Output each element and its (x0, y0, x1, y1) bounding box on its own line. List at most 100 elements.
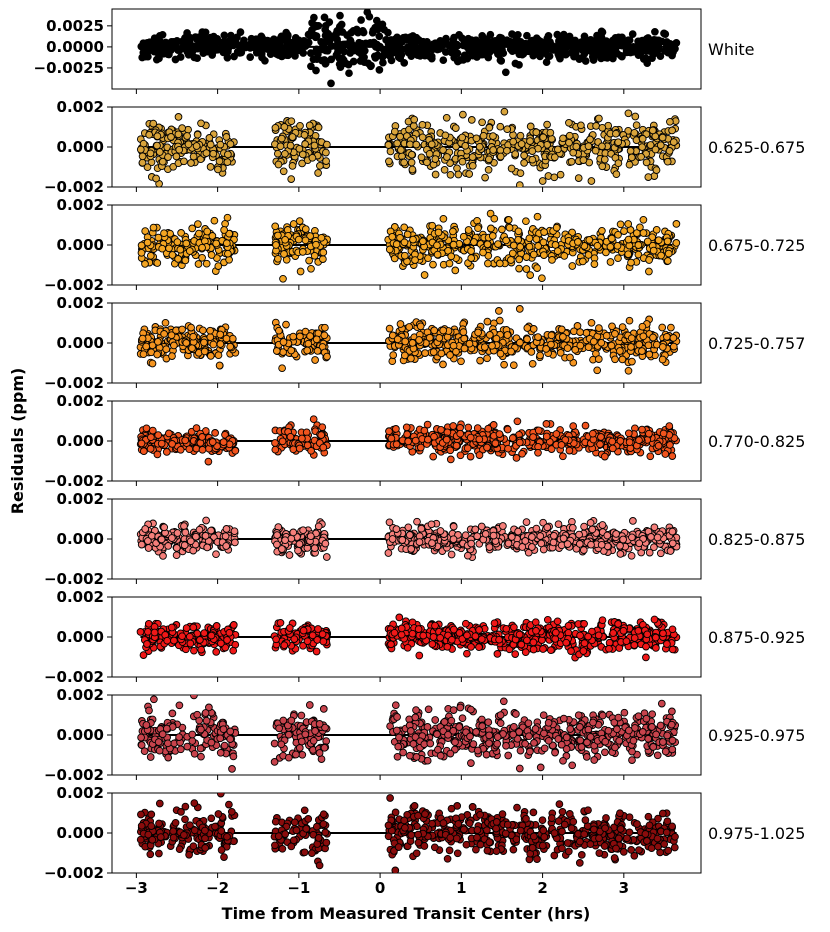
data-point (310, 544, 319, 553)
data-point (299, 526, 307, 535)
data-point (653, 533, 662, 542)
data-point (286, 141, 295, 150)
data-point (505, 223, 514, 232)
data-point (307, 446, 315, 455)
data-point (403, 230, 412, 239)
data-point (645, 548, 654, 557)
data-point (419, 237, 427, 246)
data-point (300, 131, 309, 139)
data-point (665, 147, 674, 155)
data-point (201, 531, 210, 540)
data-point (309, 415, 318, 424)
data-point (496, 152, 505, 161)
data-point (518, 449, 526, 458)
data-point (192, 424, 201, 432)
data-point (172, 544, 181, 552)
data-point (563, 344, 572, 353)
data-point (298, 248, 307, 256)
data-point (148, 531, 156, 540)
data-point (523, 335, 531, 344)
data-point (225, 229, 234, 238)
data-point (410, 115, 419, 124)
data-point (664, 249, 673, 258)
data-point (592, 122, 600, 130)
data-point (405, 531, 414, 539)
data-point (611, 355, 619, 364)
data-point (231, 538, 239, 547)
data-point (289, 528, 298, 537)
data-point (528, 543, 536, 551)
data-point (278, 364, 286, 373)
data-point (375, 66, 384, 74)
data-point (289, 220, 298, 228)
data-point (371, 43, 380, 51)
data-point (494, 240, 502, 248)
data-point (206, 326, 214, 335)
data-point (559, 333, 567, 341)
data-point (425, 333, 434, 342)
data-point (475, 142, 484, 151)
data-point (453, 164, 461, 173)
data-point (471, 44, 480, 52)
data-point (311, 21, 320, 30)
data-point (301, 236, 310, 245)
data-point (365, 12, 374, 21)
data-point (547, 445, 556, 453)
data-point (483, 443, 491, 452)
scatter-series (137, 209, 681, 283)
data-point (571, 345, 580, 354)
data-point (215, 157, 224, 166)
data-point (393, 335, 402, 344)
data-point (434, 228, 443, 237)
data-point (663, 257, 672, 265)
data-point (476, 356, 484, 365)
data-point (598, 142, 606, 151)
data-point (506, 37, 514, 46)
data-point (396, 320, 405, 328)
data-point (471, 525, 480, 534)
data-point (557, 325, 566, 334)
data-point (495, 430, 504, 438)
data-point (271, 222, 280, 231)
data-point (627, 343, 635, 351)
data-point (647, 533, 655, 541)
data-point (579, 156, 588, 164)
data-point (193, 44, 202, 53)
data-point (226, 140, 235, 148)
data-point (556, 348, 565, 357)
data-point (441, 48, 450, 56)
data-point (188, 224, 197, 233)
data-point (559, 534, 568, 543)
data-point (616, 541, 624, 550)
data-point (322, 148, 330, 157)
data-point (638, 143, 646, 151)
data-point (614, 138, 623, 147)
data-point (584, 142, 593, 151)
data-point (392, 240, 401, 249)
data-point (625, 438, 634, 447)
data-point (385, 427, 393, 436)
data-point (279, 338, 288, 346)
data-point (554, 520, 563, 529)
data-point (336, 11, 344, 20)
data-point (658, 133, 667, 142)
data-point (436, 527, 445, 535)
data-point (512, 454, 521, 462)
data-point (565, 131, 574, 140)
data-point (550, 173, 559, 182)
data-point (380, 51, 388, 60)
data-point (547, 134, 556, 143)
data-point (301, 327, 310, 336)
data-point (523, 324, 532, 332)
data-point (613, 241, 622, 250)
data-point (515, 438, 524, 447)
data-point (445, 259, 454, 268)
data-point (484, 165, 493, 174)
data-point (168, 440, 176, 448)
data-point (298, 434, 306, 443)
data-point (495, 307, 503, 315)
data-point (515, 181, 524, 187)
data-point (389, 351, 398, 359)
data-point (507, 164, 516, 173)
scatter-series (137, 9, 681, 88)
